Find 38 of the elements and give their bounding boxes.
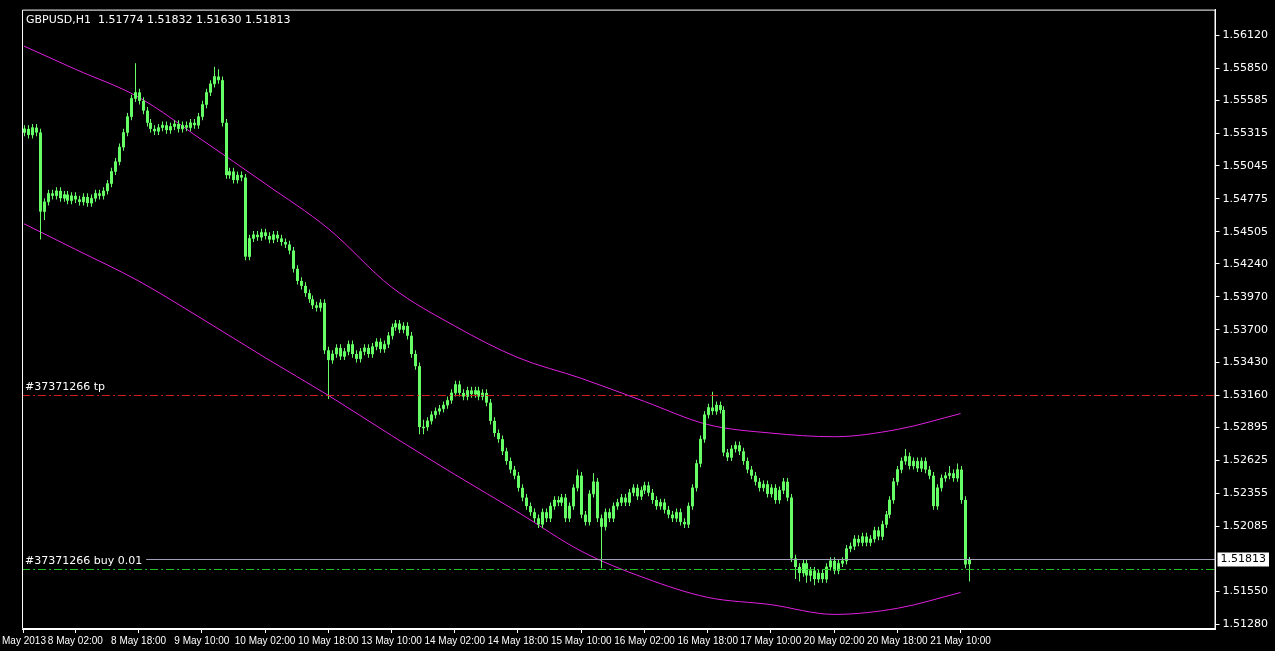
y-tick-label: 1.55315 bbox=[1222, 125, 1269, 139]
x-tick-label: 21 May 10:00 bbox=[930, 634, 992, 646]
x-tick-label: 15 May 10:00 bbox=[550, 634, 612, 646]
x-tick-label: 20 May 18:00 bbox=[867, 634, 929, 646]
x-tick-label: 16 May 18:00 bbox=[677, 634, 739, 646]
y-tick-label: 1.53160 bbox=[1222, 388, 1269, 402]
x-tick-label: 16 May 02:00 bbox=[614, 634, 676, 646]
x-tick-label: 20 May 02:00 bbox=[803, 634, 865, 646]
x-tick-label: 9 May 10:00 bbox=[174, 634, 230, 646]
y-tick-label: 1.51550 bbox=[1222, 584, 1269, 598]
y-tick-label: 1.53970 bbox=[1222, 289, 1269, 303]
x-tick-label: 13 May 10:00 bbox=[361, 634, 423, 646]
x-tick-label: 10 May 02:00 bbox=[234, 634, 296, 646]
y-tick-label: 1.56120 bbox=[1222, 28, 1269, 42]
y-tick-label: 1.54775 bbox=[1222, 191, 1269, 205]
y-tick-label: 1.55045 bbox=[1222, 158, 1269, 172]
x-tick-label: 17 May 10:00 bbox=[740, 634, 802, 646]
y-tick-label: 1.55585 bbox=[1222, 93, 1269, 107]
y-tick-label: 1.55850 bbox=[1222, 60, 1269, 74]
y-tick-label: 1.54240 bbox=[1222, 256, 1269, 270]
ref-line-label: #37371266 tp bbox=[25, 379, 106, 393]
y-tick-label: 1.51280 bbox=[1222, 616, 1269, 630]
x-tick-label: 14 May 18:00 bbox=[487, 634, 549, 646]
y-tick-label: 1.53700 bbox=[1222, 322, 1269, 336]
x-tick-label: 10 May 18:00 bbox=[297, 634, 360, 646]
x-tick-label: 8 May 18:00 bbox=[111, 634, 167, 646]
y-tick-label: 1.53430 bbox=[1222, 355, 1269, 369]
ref-line-label: #37371266 buy 0.01 bbox=[25, 553, 143, 567]
y-tick-label: 1.52625 bbox=[1222, 453, 1269, 467]
x-tick-label: May 2013 bbox=[2, 634, 47, 646]
y-tick-label: 1.52085 bbox=[1222, 519, 1269, 533]
x-tick-label: 8 May 02:00 bbox=[47, 634, 104, 646]
y-tick-label: 1.52895 bbox=[1222, 420, 1269, 434]
ref-line-label: 1.51813 bbox=[1220, 552, 1267, 566]
x-tick-label: 14 May 02:00 bbox=[424, 634, 486, 646]
y-tick-label: 1.52355 bbox=[1222, 486, 1269, 500]
y-tick-label: 1.54505 bbox=[1222, 224, 1269, 238]
chart-title: GBPUSD,H1 1.51774 1.51832 1.51630 1.51813 bbox=[26, 12, 291, 26]
